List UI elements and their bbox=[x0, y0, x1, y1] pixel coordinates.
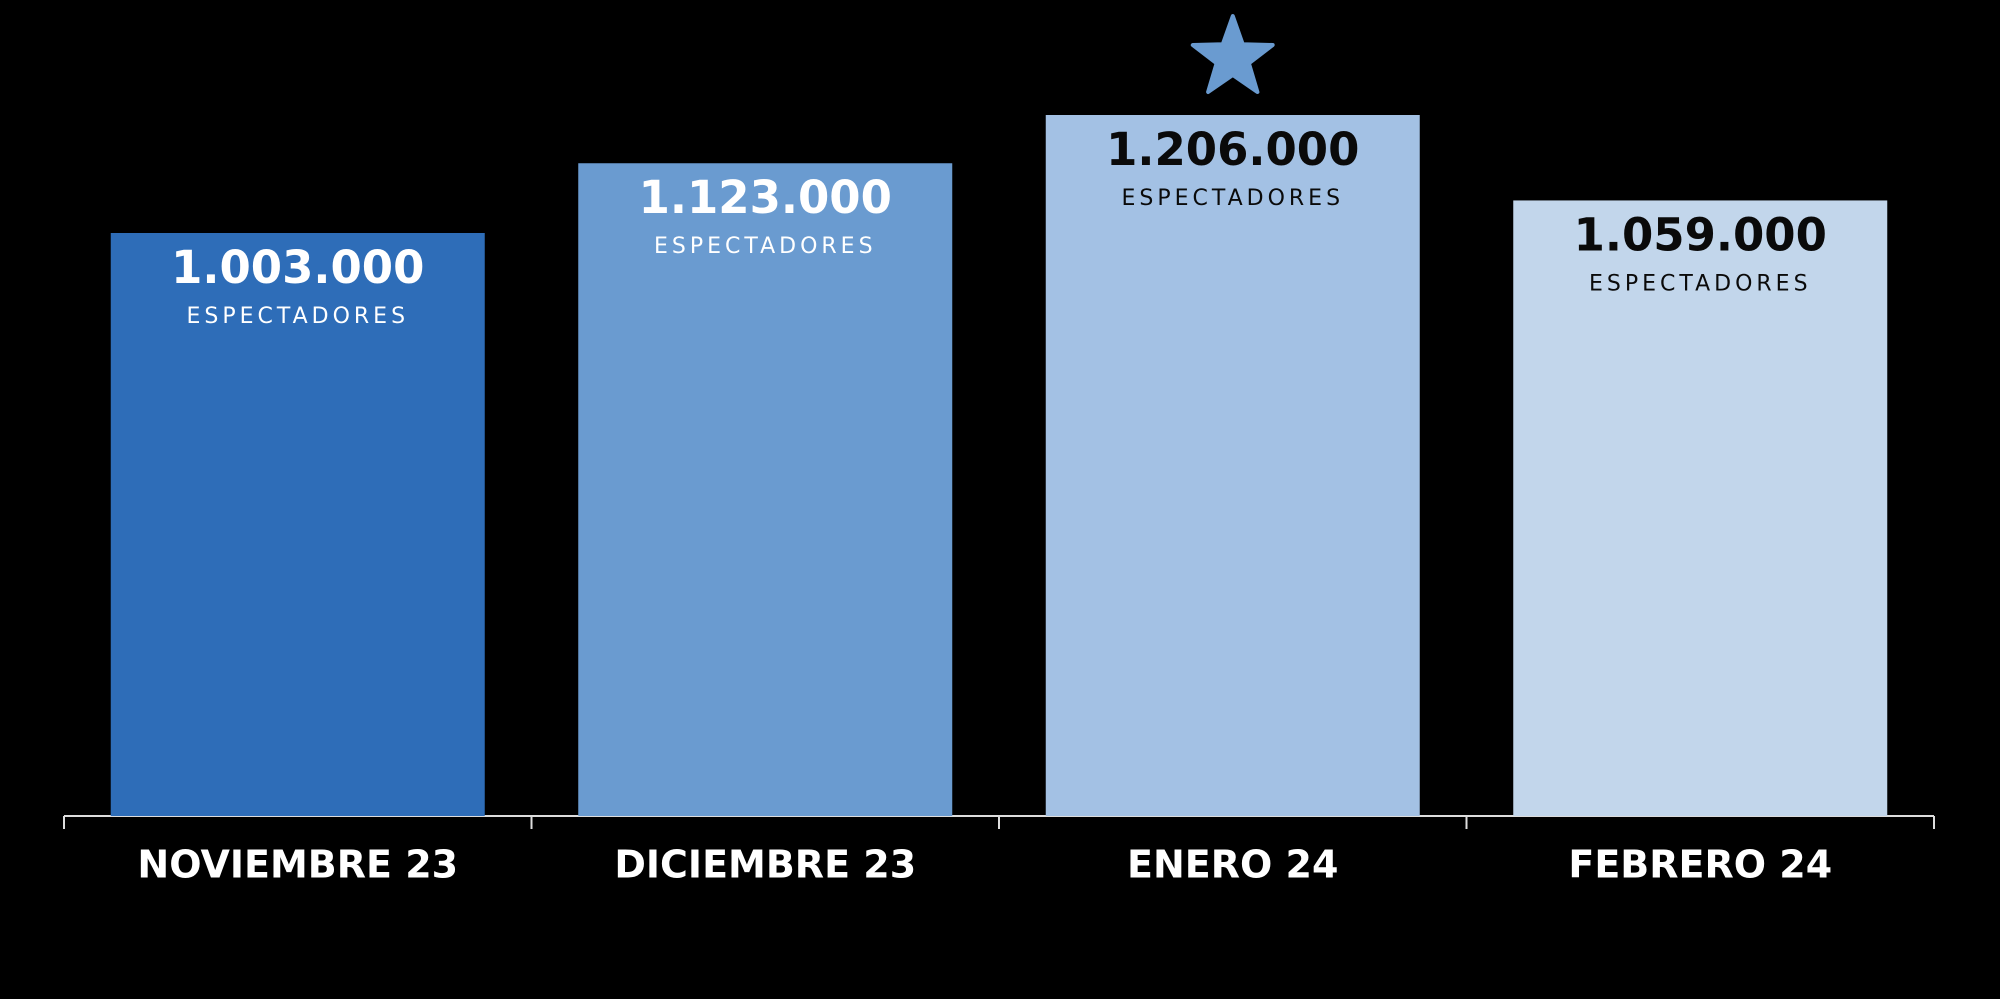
bar bbox=[1045, 115, 1420, 816]
unit-label: ESPECTADORES bbox=[186, 304, 409, 329]
bar bbox=[1513, 200, 1888, 817]
unit-label: ESPECTADORES bbox=[1121, 186, 1344, 211]
x-tick-label: NOVIEMBRE 23 bbox=[137, 843, 458, 887]
value-label: 1.059.000 bbox=[1574, 208, 1827, 261]
value-label: 1.123.000 bbox=[639, 171, 892, 224]
unit-label: ESPECTADORES bbox=[1589, 271, 1812, 296]
bar bbox=[110, 232, 485, 816]
value-label: 1.206.000 bbox=[1106, 123, 1359, 176]
x-tick-label: ENERO 24 bbox=[1127, 843, 1338, 887]
unit-label: ESPECTADORES bbox=[654, 234, 877, 259]
x-tick-label: FEBRERO 24 bbox=[1568, 843, 1832, 887]
value-label: 1.003.000 bbox=[171, 241, 424, 294]
bar bbox=[578, 163, 953, 816]
x-tick-label: DICIEMBRE 23 bbox=[614, 843, 916, 887]
highlight-star bbox=[1190, 14, 1275, 94]
